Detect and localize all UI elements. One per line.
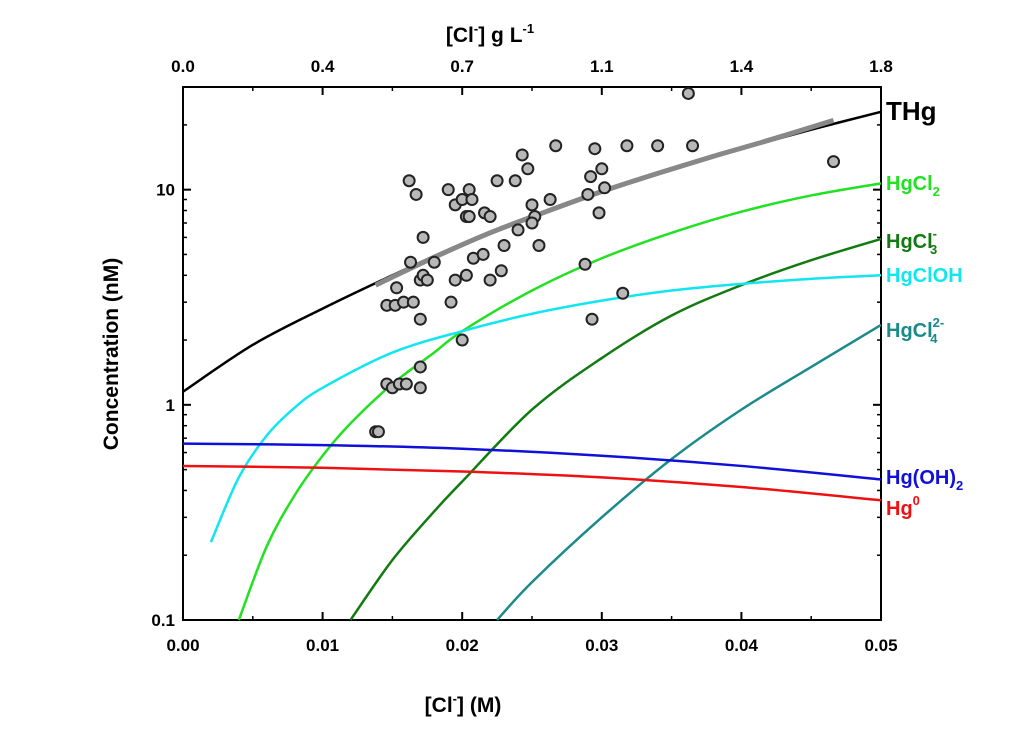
series-line-hgcloh (209, 274, 882, 543)
data-point (406, 295, 420, 309)
data-point (592, 206, 606, 220)
series-line-hg-oh-2 (182, 442, 882, 481)
data-point (588, 142, 602, 156)
series-label-thg: THg (886, 96, 937, 126)
x-tick-label: 0.05 (864, 636, 897, 655)
data-point (444, 295, 458, 309)
series-line-thg (182, 110, 882, 393)
series-line-hgcl2 (237, 182, 882, 621)
data-point (494, 264, 508, 278)
scatter-points (369, 86, 841, 439)
data-point (413, 360, 427, 374)
data-point (616, 286, 630, 300)
x-tick-label: 0.04 (725, 636, 759, 655)
data-point (465, 193, 479, 207)
data-point (549, 139, 563, 153)
data-point (441, 183, 455, 197)
x2-tick-label: 0.7 (450, 57, 474, 76)
series-line-hg0 (182, 464, 882, 502)
x2-tick-label: 0.4 (311, 57, 335, 76)
data-point (532, 239, 546, 253)
series-line-hgcl3- (349, 237, 882, 621)
data-point (416, 230, 430, 244)
series-label-hg-oh-2: Hg(OH)2 (886, 467, 963, 493)
series-line-hgcl42- (496, 323, 882, 621)
data-point (413, 312, 427, 326)
data-point (651, 139, 665, 153)
tick-labels: 0.00 0.01 0.02 0.03 0.04 0.05 0.0 0.4 0.7 1.1 1.4 1… (151, 57, 897, 655)
series-label-hg0: Hg0 (886, 493, 920, 520)
data-point (681, 86, 695, 100)
y-axis-title: Concentration (nM) (100, 258, 123, 450)
data-point (521, 162, 535, 176)
data-point (827, 155, 841, 169)
data-point (448, 273, 462, 287)
data-point (508, 174, 522, 188)
data-point (399, 377, 413, 391)
fit-line (374, 117, 835, 288)
data-point (462, 210, 476, 224)
x2-tick-label: 1.1 (590, 57, 614, 76)
data-point (455, 333, 469, 347)
data-point (402, 174, 416, 188)
data-point (483, 273, 497, 287)
data-point (581, 187, 595, 201)
series-label-hgcl42-: HgCl2-4 (886, 315, 944, 346)
series-label-hgcloh: HgClOH (886, 265, 963, 287)
data-point (511, 223, 525, 237)
data-point (404, 255, 418, 269)
x-tick-label: 0.00 (166, 636, 199, 655)
data-point (420, 273, 434, 287)
data-point (584, 170, 598, 184)
x2-axis-title: [Cl-] g L-1 (446, 21, 534, 47)
data-point (413, 381, 427, 395)
data-point (598, 181, 612, 195)
data-point (371, 425, 385, 439)
y-tick-label: 0.1 (151, 611, 175, 630)
y-tick-label: 10 (156, 181, 175, 200)
x2-tick-label: 1.4 (730, 57, 754, 76)
data-point (686, 139, 700, 153)
y-tick-label: 1 (166, 396, 175, 415)
ticks (182, 86, 882, 621)
data-point (515, 148, 529, 162)
data-point (543, 193, 557, 207)
data-point (390, 281, 404, 295)
data-point (585, 312, 599, 326)
data-point (497, 239, 511, 253)
data-point (490, 174, 504, 188)
data-point (476, 247, 490, 261)
data-point (483, 210, 497, 224)
data-point (525, 198, 539, 212)
data-point (578, 257, 592, 271)
curves (182, 110, 882, 621)
data-point (525, 216, 539, 230)
x-tick-label: 0.02 (446, 636, 479, 655)
x-axis-title: [Cl-] (M) (425, 691, 502, 717)
data-point (595, 162, 609, 176)
data-point (459, 268, 473, 282)
x2-tick-label: 1.8 (869, 57, 893, 76)
x-tick-label: 0.01 (306, 636, 339, 655)
x2-tick-label: 0.0 (171, 57, 195, 76)
x-tick-label: 0.03 (585, 636, 618, 655)
series-label-hgcl2: HgCl2 (886, 173, 940, 199)
data-point (427, 255, 441, 269)
data-point (409, 187, 423, 201)
series-label-hgcl3-: HgCl-3 (886, 226, 937, 257)
data-point (620, 139, 634, 153)
